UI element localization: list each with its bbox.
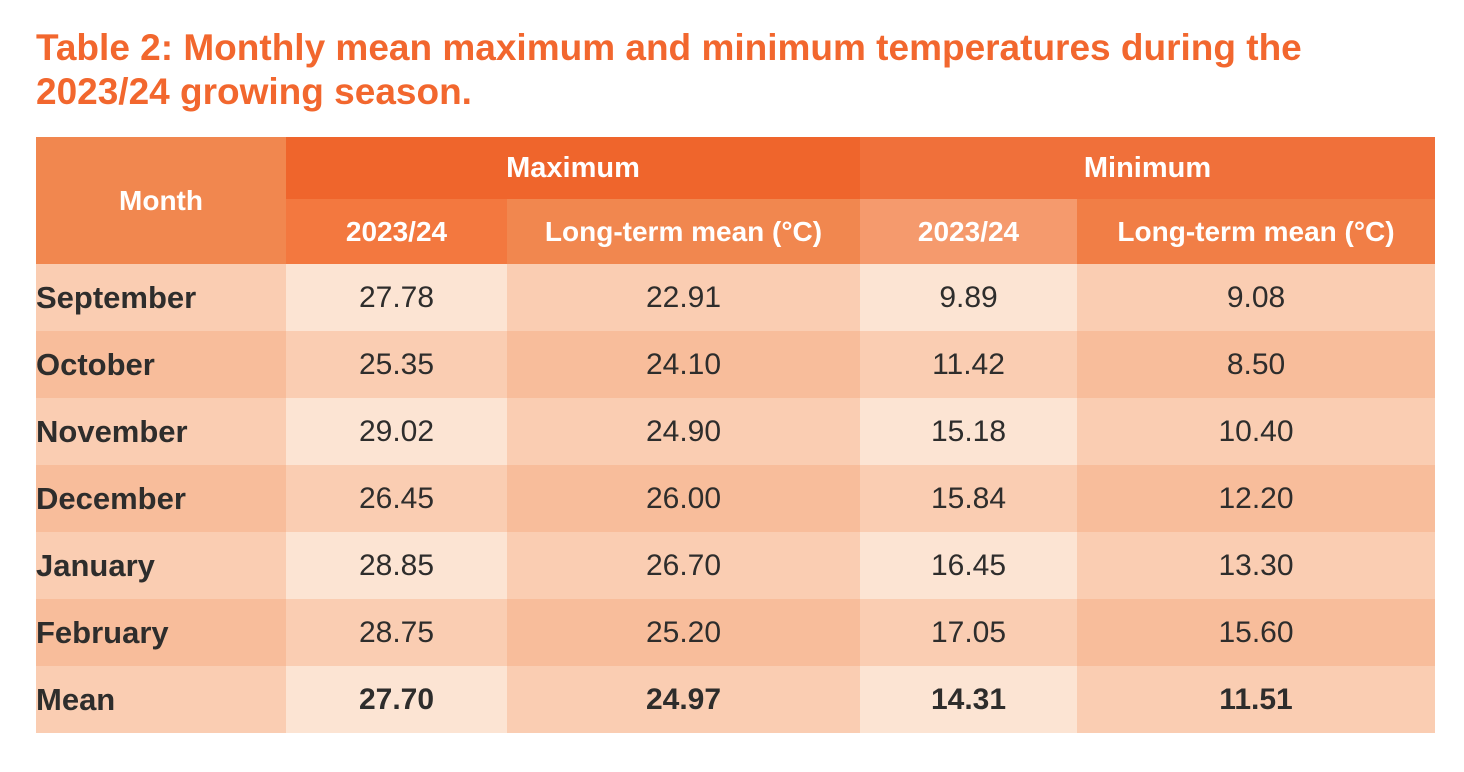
value-cell: 16.45 (860, 532, 1078, 599)
sub-header-minimum-long-term-mean: Long-term mean (°C) (1077, 199, 1436, 264)
sub-header-row: 2023/24 Long-term mean (°C) 2023/24 Long… (36, 199, 1436, 264)
group-header-minimum: Minimum (860, 137, 1436, 199)
value-cell: 13.30 (1077, 532, 1436, 599)
value-cell: 15.84 (860, 465, 1078, 532)
group-header-maximum: Maximum (286, 137, 861, 199)
month-cell: September (36, 264, 286, 331)
value-cell: 24.97 (507, 666, 861, 733)
value-cell: 17.05 (860, 599, 1078, 666)
month-cell: February (36, 599, 286, 666)
month-cell: Mean (36, 666, 286, 733)
value-cell: 14.31 (860, 666, 1078, 733)
value-cell: 15.18 (860, 398, 1078, 465)
value-cell: 15.60 (1077, 599, 1436, 666)
value-cell: 27.70 (286, 666, 507, 733)
month-cell: October (36, 331, 286, 398)
value-cell: 25.20 (507, 599, 861, 666)
value-cell: 26.70 (507, 532, 861, 599)
value-cell: 12.20 (1077, 465, 1436, 532)
page: Table 2: Monthly mean maximum and minimu… (36, 26, 1436, 733)
caption-line-1: Table 2: Monthly mean maximum and minimu… (36, 27, 1302, 68)
value-cell: 29.02 (286, 398, 507, 465)
table-row-january: January 28.85 26.70 16.45 13.30 (36, 532, 1436, 599)
value-cell: 28.85 (286, 532, 507, 599)
sub-header-maximum-2023-24: 2023/24 (286, 199, 507, 264)
value-cell: 11.51 (1077, 666, 1436, 733)
value-cell: 28.75 (286, 599, 507, 666)
value-cell: 22.91 (507, 264, 861, 331)
month-cell: December (36, 465, 286, 532)
month-cell: November (36, 398, 286, 465)
value-cell: 9.89 (860, 264, 1078, 331)
table-row-february: February 28.75 25.20 17.05 15.60 (36, 599, 1436, 666)
table-row-december: December 26.45 26.00 15.84 12.20 (36, 465, 1436, 532)
sub-header-minimum-2023-24: 2023/24 (860, 199, 1078, 264)
month-cell: January (36, 532, 286, 599)
group-header-row: Month Maximum Minimum (36, 137, 1436, 264)
value-cell: 26.00 (507, 465, 861, 532)
value-cell: 24.10 (507, 331, 861, 398)
value-cell: 26.45 (286, 465, 507, 532)
value-cell: 11.42 (860, 331, 1078, 398)
temperature-table: Month Maximum Minimum 2023/24 Long-term … (36, 137, 1436, 733)
caption-line-2: 2023/24 growing season. (36, 71, 472, 112)
column-header-month: Month (36, 137, 286, 264)
table-caption: Table 2: Monthly mean maximum and minimu… (36, 26, 1435, 114)
sub-header-maximum-long-term-mean: Long-term mean (°C) (507, 199, 861, 264)
table-row-november: November 29.02 24.90 15.18 10.40 (36, 398, 1436, 465)
value-cell: 8.50 (1077, 331, 1436, 398)
value-cell: 25.35 (286, 331, 507, 398)
table-row-mean: Mean 27.70 24.97 14.31 11.51 (36, 666, 1436, 733)
value-cell: 9.08 (1077, 264, 1436, 331)
value-cell: 10.40 (1077, 398, 1436, 465)
table-row-october: October 25.35 24.10 11.42 8.50 (36, 331, 1436, 398)
value-cell: 27.78 (286, 264, 507, 331)
value-cell: 24.90 (507, 398, 861, 465)
table-row-september: September 27.78 22.91 9.89 9.08 (36, 264, 1436, 331)
